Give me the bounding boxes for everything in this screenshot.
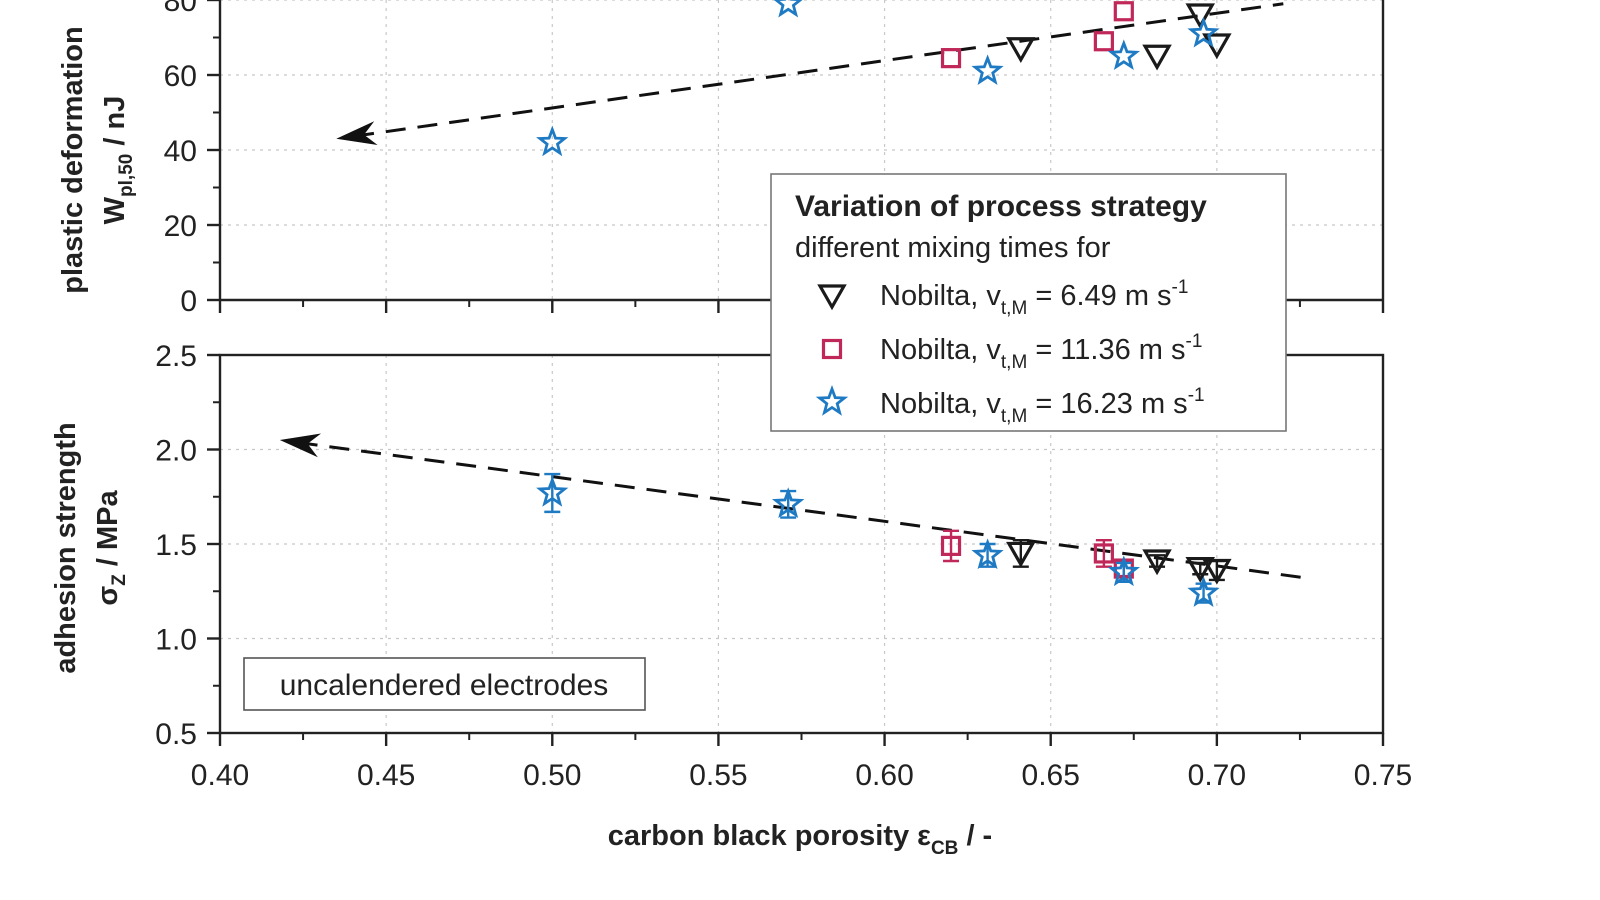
bottom-y-axis-title-line2: σZ / MPa <box>92 490 130 606</box>
bottom-trendline <box>279 433 1307 580</box>
y-tick-label: 2.0 <box>155 435 197 468</box>
legend-title: Variation of process strategy <box>795 190 1207 223</box>
x-tick-label: 0.60 <box>855 759 913 792</box>
legend-marker-triangle-icon <box>817 284 847 311</box>
star-marker <box>1187 16 1220 48</box>
triangle-marker <box>1202 558 1232 585</box>
x-tick-label: 0.55 <box>689 759 747 792</box>
star-marker <box>1107 39 1141 70</box>
square-marker <box>940 535 962 556</box>
top-ticks: 0 20 40 60 80 <box>164 0 1385 318</box>
y-tick-label: 40 <box>164 135 197 168</box>
legend-entry-label: Nobilta, vt,M = 11.36 m s-1 <box>880 331 1202 373</box>
trend-line <box>297 440 1307 580</box>
y-tick-label: 80 <box>164 0 197 18</box>
trend-arrow-head <box>336 121 378 145</box>
trend-arrow-head <box>279 433 322 458</box>
bottom-ticks: 0.5 1.0 1.5 2.0 2.5 0.40 0.45 0.50 0.55 0.60 0.65 0… <box>155 340 1412 792</box>
bottom-y-axis-title: adhesion strength σZ / MPa <box>50 422 130 673</box>
legend-entry-label: Nobilta, vt,M = 6.49 m s-1 <box>880 277 1188 319</box>
square-marker <box>1093 31 1114 52</box>
legend-marker-square-icon <box>821 338 843 360</box>
legend-entry-triangle: Nobilta, vt,M = 6.49 m s-1 <box>817 277 1188 319</box>
bottom-y-axis-title-line1: adhesion strength <box>50 422 82 673</box>
y-tick-label: 1.0 <box>155 624 197 657</box>
legend-subtitle: different mixing times for <box>795 232 1111 264</box>
star-marker <box>536 476 569 507</box>
top-y-axis-title-line2: Wpl,50 / nJ <box>99 96 137 225</box>
top-y-axis-title: plastic deformation Wpl,50 / nJ <box>57 26 137 294</box>
x-tick-label: 0.70 <box>1188 759 1246 792</box>
triangle-marker <box>817 284 847 311</box>
triangle-marker <box>1142 549 1172 576</box>
triangle-marker <box>1185 556 1215 583</box>
x-tick-label: 0.65 <box>1022 759 1080 792</box>
star-marker <box>1107 555 1141 587</box>
y-tick-label: 2.5 <box>155 340 197 373</box>
trend-line <box>353 2 1284 138</box>
triangle-marker <box>1006 37 1036 63</box>
star-marker <box>773 0 803 18</box>
top-y-axis-title-line1: plastic deformation <box>57 26 89 294</box>
bottom-data-points <box>536 472 1232 607</box>
legend-entry-label: Nobilta, vt,M = 16.23 m s-1 <box>880 385 1205 427</box>
top-trendline <box>336 2 1284 145</box>
square-marker <box>1093 543 1114 564</box>
annotation-box: uncalendered electrodes <box>243 657 646 711</box>
star-marker <box>771 487 805 519</box>
x-tick-label: 0.45 <box>357 759 415 792</box>
top-data-points <box>536 0 1232 157</box>
triangle-marker <box>1142 44 1172 71</box>
legend-entry-star: Nobilta, vt,M = 16.23 m s-1 <box>815 384 1205 427</box>
x-axis-title: carbon black porosity εCB / - <box>608 820 992 859</box>
legend-marker-star-icon <box>815 384 849 416</box>
y-tick-label: 0.5 <box>155 718 197 751</box>
triangle-marker <box>1185 3 1215 30</box>
square-marker <box>1113 1 1134 22</box>
top-panel-plastic-deformation: 0 20 40 60 80 plastic deformation Wpl,50 / n… <box>57 0 1385 318</box>
star-marker <box>536 125 569 157</box>
legend-frame <box>770 173 1287 432</box>
x-tick-label: 0.40 <box>191 759 249 792</box>
y-tick-label: 20 <box>164 210 197 243</box>
annotation-text: uncalendered electrodes <box>280 669 609 702</box>
y-tick-label: 1.5 <box>155 529 197 562</box>
y-tick-label: 60 <box>164 60 197 93</box>
square-marker <box>940 48 962 69</box>
star-marker <box>815 384 849 416</box>
star-marker <box>1187 576 1220 607</box>
legend-entry-square: Nobilta, vt,M = 11.36 m s-1 <box>821 331 1202 373</box>
annotation-frame <box>243 657 646 711</box>
legend-entries: Nobilta, vt,M = 6.49 m s-1 Nobilta, vt,M… <box>815 277 1205 427</box>
star-marker <box>971 538 1004 570</box>
y-tick-label: 0 <box>180 285 197 318</box>
square-marker <box>821 338 843 360</box>
star-marker <box>971 54 1004 85</box>
legend: Variation of process strategy different … <box>770 173 1287 432</box>
triangle-marker <box>1006 541 1036 568</box>
x-tick-label: 0.50 <box>523 759 581 792</box>
x-tick-label: 0.75 <box>1354 759 1412 792</box>
